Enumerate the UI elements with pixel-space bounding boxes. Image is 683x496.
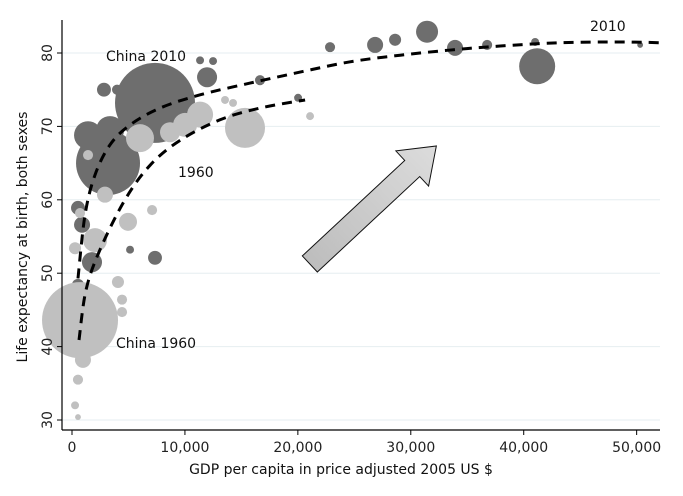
- x-tick-label: 50,000: [612, 440, 661, 456]
- bubble-2010: [74, 121, 103, 150]
- bubble-1960: [147, 205, 158, 216]
- bubble-1960: [160, 122, 181, 143]
- bubble-1960: [96, 186, 113, 203]
- y-tick-label: 60: [40, 191, 56, 209]
- bubble-1960: [74, 351, 91, 368]
- bubble-2010: [389, 33, 402, 46]
- bubble-1960: [116, 307, 128, 318]
- bubble-2010: [148, 250, 162, 265]
- label-curve-2010: 2010: [590, 19, 626, 35]
- bubble-1960: [229, 98, 238, 107]
- bubble-1960: [69, 242, 82, 255]
- label-china-2010: China 2010: [106, 49, 186, 65]
- bubble-2010: [126, 245, 135, 254]
- bubble-1960: [71, 401, 80, 410]
- bubble-2010: [519, 48, 556, 85]
- y-tick-label: 40: [40, 338, 56, 356]
- y-tick-label: 80: [40, 44, 56, 62]
- bubble-2010: [197, 67, 218, 88]
- bubble-1960: [116, 294, 128, 305]
- x-tick-label: 40,000: [499, 440, 548, 456]
- x-axis-label: GDP per capita in price adjusted 2005 US…: [189, 462, 493, 478]
- x-tick-label: 0: [68, 440, 77, 456]
- fit-curve-1960: [77, 98, 306, 341]
- bubble-2010: [367, 36, 384, 53]
- bubble-2010: [325, 42, 336, 53]
- bubble-2010: [74, 216, 91, 233]
- fit-curve-2010: [76, 40, 661, 279]
- x-tick-label: 20,000: [273, 440, 322, 456]
- bubble-1960: [224, 107, 266, 148]
- bubble-1960: [111, 275, 124, 289]
- bubble-1960: [74, 207, 86, 219]
- axes: 30 40 50 60 70 80 0 10,000 20,000 30,000 40,000 50,…: [40, 20, 661, 456]
- bubble-1960: [119, 212, 138, 231]
- bubble-1960: [82, 149, 94, 161]
- progress-arrow: [301, 145, 437, 273]
- bubble-1960: [72, 374, 84, 385]
- bubble-1960: [75, 414, 81, 420]
- bubble-2010: [112, 84, 123, 95]
- y-tick-label: 30: [40, 411, 56, 429]
- bubble-2010: [254, 75, 266, 86]
- bubble-2010: [196, 56, 205, 65]
- y-tick-label: 70: [40, 117, 56, 135]
- y-tick-label: 50: [40, 264, 56, 282]
- x-tick-label: 30,000: [386, 440, 435, 456]
- x-tick-label: 10,000: [160, 440, 209, 456]
- bubble-1960: [221, 96, 229, 104]
- label-china-1960: China 1960: [116, 336, 196, 352]
- y-axis-label: Life expectancy at birth, both sexes: [15, 112, 31, 363]
- bubble-2010: [209, 57, 218, 66]
- bubble-2010: [416, 20, 439, 43]
- bubble-1960: [306, 112, 315, 121]
- bubble-1960: [83, 228, 108, 253]
- bubble-2010: [97, 82, 111, 97]
- bubble-1960: [125, 124, 154, 153]
- fit-curves: [76, 40, 661, 341]
- bubble-2010: [447, 39, 464, 56]
- label-curve-1960: 1960: [178, 165, 214, 181]
- bubble-2010: [96, 116, 125, 145]
